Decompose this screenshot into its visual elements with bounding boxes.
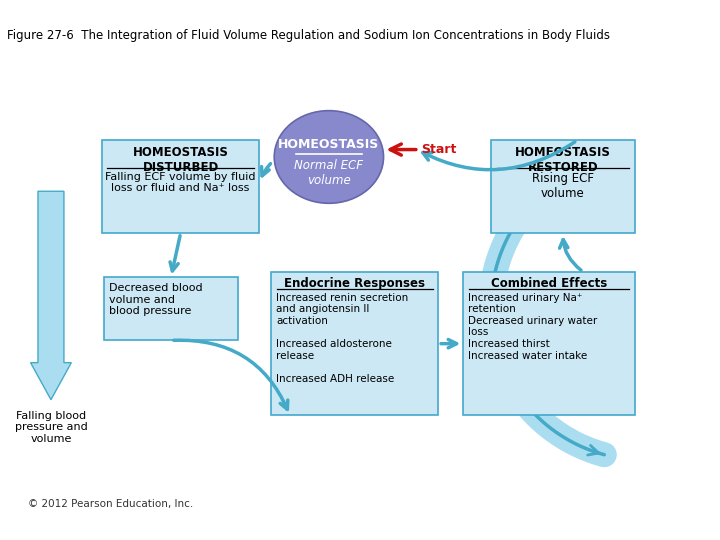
Text: Increased renin secretion
and angiotensin II
activation

Increased aldosterone
r: Increased renin secretion and angiotensi…: [276, 293, 408, 384]
FancyBboxPatch shape: [491, 140, 634, 233]
Ellipse shape: [274, 111, 384, 203]
Text: Increased urinary Na⁺
retention
Decreased urinary water
loss
Increased thirst
In: Increased urinary Na⁺ retention Decrease…: [468, 293, 597, 361]
Text: Combined Effects: Combined Effects: [491, 278, 607, 291]
FancyBboxPatch shape: [102, 140, 259, 233]
FancyBboxPatch shape: [463, 272, 634, 415]
FancyBboxPatch shape: [104, 278, 238, 340]
Text: Start: Start: [421, 143, 457, 156]
Text: HOMEOSTASIS: HOMEOSTASIS: [278, 138, 379, 151]
Text: HOMEOSTASIS
DISTURBED: HOMEOSTASIS DISTURBED: [132, 146, 228, 174]
Text: Rising ECF
volume: Rising ECF volume: [532, 172, 594, 200]
Text: HOMEOSTASIS
RESTORED: HOMEOSTASIS RESTORED: [515, 146, 611, 174]
Polygon shape: [30, 191, 71, 400]
Text: Decreased blood
volume and
blood pressure: Decreased blood volume and blood pressur…: [109, 283, 203, 316]
Text: Falling blood
pressure and
volume: Falling blood pressure and volume: [14, 411, 87, 444]
Text: Endocrine Responses: Endocrine Responses: [284, 278, 426, 291]
Text: Falling ECF volume by fluid
loss or fluid and Na⁺ loss: Falling ECF volume by fluid loss or flui…: [105, 172, 256, 193]
FancyBboxPatch shape: [271, 272, 438, 415]
Text: © 2012 Pearson Education, Inc.: © 2012 Pearson Education, Inc.: [28, 499, 193, 509]
Text: Figure 27-6  The Integration of Fluid Volume Regulation and Sodium Ion Concentra: Figure 27-6 The Integration of Fluid Vol…: [7, 29, 611, 42]
Text: Normal ECF
volume: Normal ECF volume: [294, 159, 364, 187]
